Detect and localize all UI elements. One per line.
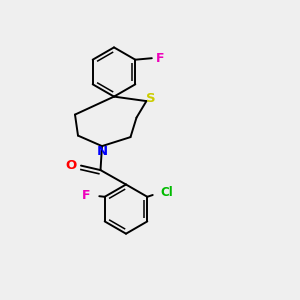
Text: O: O — [65, 159, 76, 172]
Text: S: S — [146, 92, 156, 105]
Text: F: F — [82, 189, 91, 202]
Text: F: F — [156, 52, 164, 65]
Text: Cl: Cl — [160, 186, 173, 199]
Text: N: N — [96, 145, 108, 158]
